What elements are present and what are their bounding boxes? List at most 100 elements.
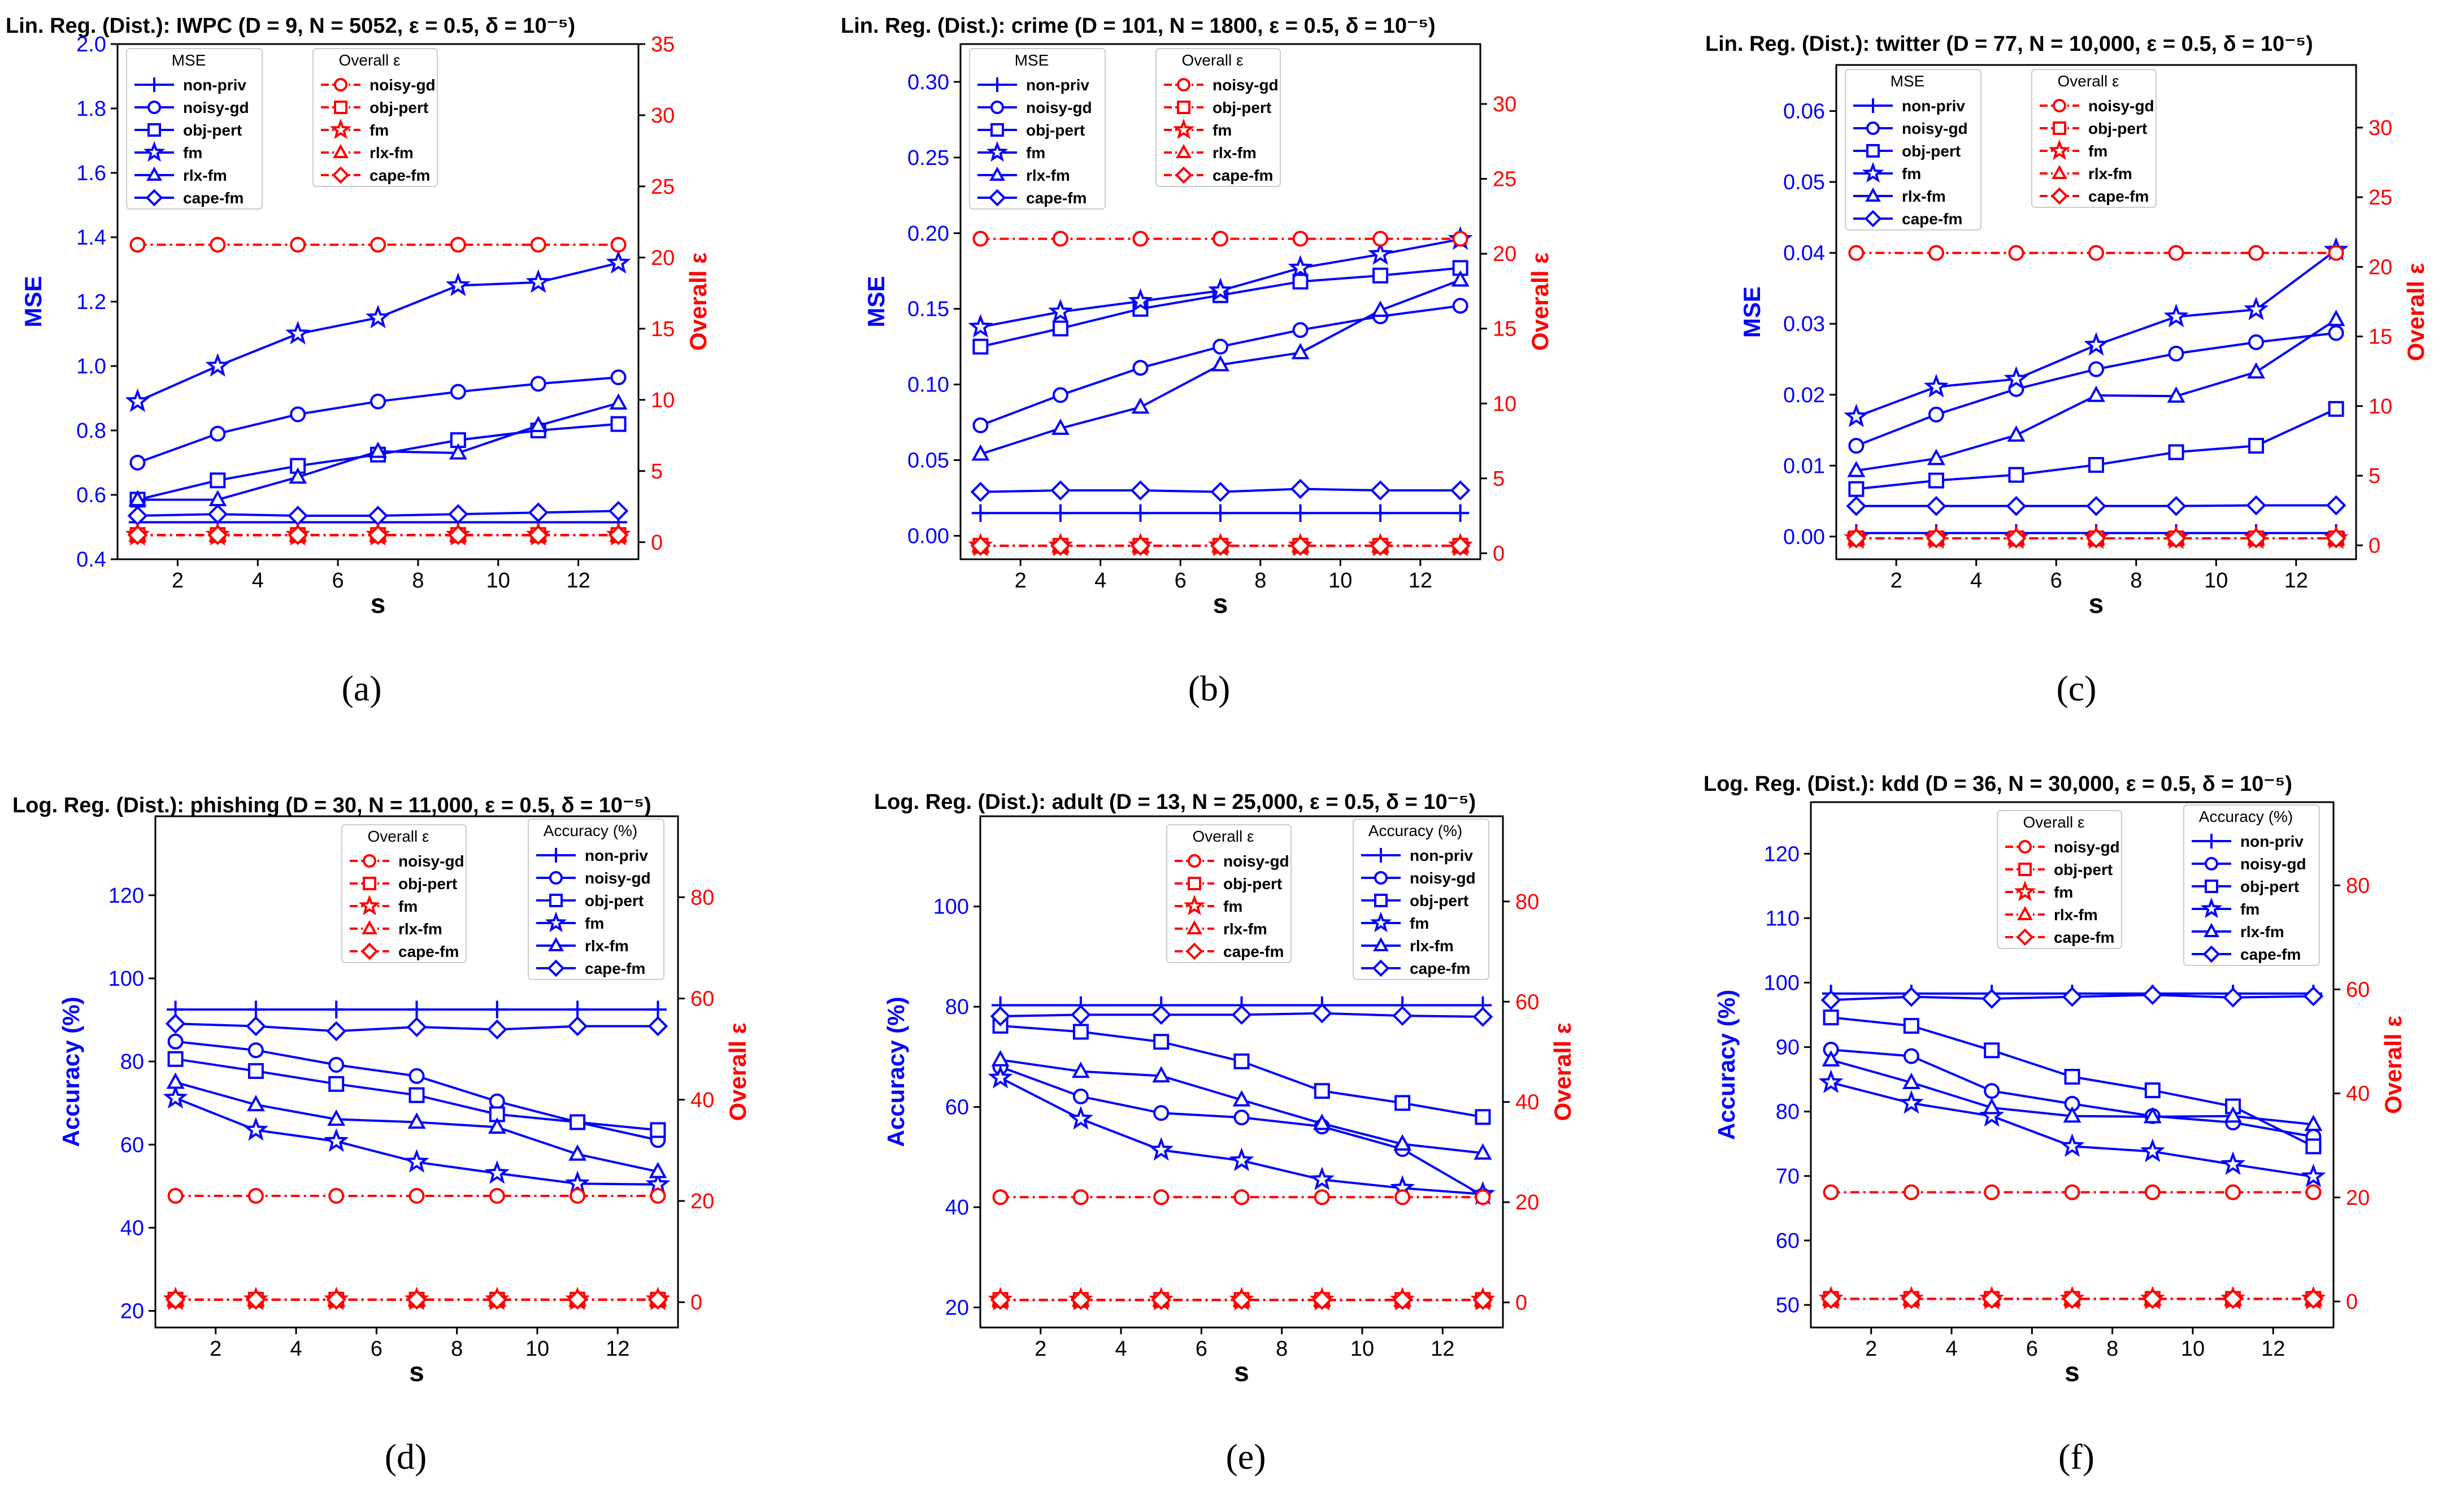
y-tick-label: 0.00 xyxy=(907,524,949,548)
data-point xyxy=(2168,245,2184,261)
x-tick-label: 2 xyxy=(1891,569,1902,593)
data-point xyxy=(992,1189,1009,1205)
legend-label: cape-fm xyxy=(1410,960,1470,977)
panel-b: Lin. Reg. (Dist.): crime (D = 101, N = 1… xyxy=(841,14,1553,708)
legend-marker-triangle xyxy=(548,937,564,951)
y2-tick-label: 40 xyxy=(2346,1082,2370,1106)
legend-marker-circle xyxy=(1188,854,1201,868)
data-point xyxy=(450,384,466,400)
legend-label: fm xyxy=(2054,883,2073,901)
data-point xyxy=(1233,1109,1250,1126)
legend-marker-star xyxy=(1183,894,1206,916)
y-tick-label: 80 xyxy=(1776,1100,1800,1124)
data-point xyxy=(1213,230,1228,247)
data-point xyxy=(1981,989,2002,1009)
y-tick-label: 0.30 xyxy=(907,71,949,94)
data-point xyxy=(246,1289,266,1310)
legend-label: noisy-gd xyxy=(2054,838,2120,856)
data-point xyxy=(450,432,466,449)
data-point xyxy=(210,472,226,489)
x-tick-label: 2 xyxy=(172,569,184,593)
series-metric-non-priv xyxy=(971,504,1470,522)
legend-box xyxy=(1166,824,1292,963)
legend-label: obj-pert xyxy=(2054,861,2113,878)
legend-marker-diamond xyxy=(1175,166,1193,184)
data-point xyxy=(1231,1004,1252,1025)
legend-marker-diamond xyxy=(360,942,379,960)
legends: MSE non-priv noisy-gd obj-pert fm rlx-fm cape-… xyxy=(969,48,1281,210)
data-point xyxy=(2168,444,2184,460)
y-tick-label: 80 xyxy=(945,995,969,1019)
data-point xyxy=(1152,1066,1171,1083)
y2-tick-label: 20 xyxy=(651,246,675,270)
legend-label: noisy-gd xyxy=(2088,97,2154,115)
legend-label: cape-fm xyxy=(2054,929,2114,946)
legend-box xyxy=(969,48,1106,210)
legend-label: fm xyxy=(2240,900,2259,918)
y2-tick-label: 15 xyxy=(1493,317,1516,341)
legend-marker-triangle xyxy=(1373,937,1389,951)
data-point xyxy=(2144,1082,2161,1099)
data-point xyxy=(2166,496,2187,516)
legend-label: rlx-fm xyxy=(1213,144,1257,162)
data-point xyxy=(1231,1290,1252,1311)
y2-tick-label: 0 xyxy=(2369,534,2380,558)
data-point xyxy=(243,1117,268,1141)
legend-title: Overall ε xyxy=(2023,813,2085,831)
data-point xyxy=(1926,496,1946,516)
data-point xyxy=(2062,1289,2083,1309)
data-point xyxy=(290,406,306,423)
chart-title: Log. Reg. (Dist.): adult (D = 13, N = 25… xyxy=(874,790,1476,814)
y-tick-label: 0.06 xyxy=(1783,100,1825,124)
data-point xyxy=(2305,1184,2322,1200)
legend-marker-star xyxy=(329,118,352,140)
data-point xyxy=(1452,298,1468,314)
y-tick-label: 1.2 xyxy=(76,290,106,314)
legend-label: rlx-fm xyxy=(2054,906,2098,924)
legend-marker-circle xyxy=(1177,78,1190,92)
data-point xyxy=(1313,1113,1331,1130)
data-point xyxy=(2006,528,2027,549)
series-metric-fm xyxy=(968,226,1473,338)
legend-title: Overall ε xyxy=(2058,72,2119,90)
data-point xyxy=(990,1006,1011,1026)
x-tick-label: 2 xyxy=(1865,1337,1877,1361)
legend-label: cape-fm xyxy=(1902,210,1962,228)
data-point xyxy=(1051,418,1070,435)
legend-marker-circle xyxy=(334,78,347,92)
data-point xyxy=(529,416,547,433)
data-point xyxy=(129,455,146,471)
data-point xyxy=(2327,310,2345,327)
data-point xyxy=(1926,528,1946,549)
series-metric-fm xyxy=(163,1085,671,1195)
plot-frame xyxy=(1835,64,2357,560)
legend-box xyxy=(312,48,438,187)
y-tick-label: 110 xyxy=(1765,907,1800,930)
data-point xyxy=(2064,1184,2080,1200)
series-metric-noisy-gd xyxy=(129,369,627,471)
series-eps-cape-fm xyxy=(1820,1289,2324,1309)
y-tick-label: 0.05 xyxy=(1783,171,1825,194)
series-line xyxy=(137,262,619,403)
legend-label: rlx-fm xyxy=(1223,920,1267,938)
data-point xyxy=(406,1017,427,1037)
data-point xyxy=(2008,245,2024,261)
panel-caption: (d) xyxy=(385,1437,427,1477)
legend-label: fm xyxy=(1026,144,1045,162)
legend-box xyxy=(1353,819,1489,980)
data-point xyxy=(2064,1069,2080,1085)
data-point xyxy=(2305,1138,2322,1155)
data-point xyxy=(167,1051,184,1067)
y-tick-label: 2.0 xyxy=(76,33,106,56)
y-tick-label: 40 xyxy=(120,1216,144,1240)
y2-axis-label: Overall ε xyxy=(1527,253,1553,351)
y-tick-label: 1.8 xyxy=(76,97,106,121)
panel-c: Lin. Reg. (Dist.): twitter (D = 77, N = … xyxy=(1705,32,2429,708)
legend-label: fm xyxy=(1223,898,1242,915)
y2-tick-label: 35 xyxy=(651,33,675,56)
x-tick-label: 8 xyxy=(1276,1337,1288,1361)
data-point xyxy=(1128,288,1153,312)
data-point xyxy=(247,1042,264,1059)
data-point xyxy=(486,1289,507,1310)
y2-tick-label: 5 xyxy=(2369,464,2380,488)
